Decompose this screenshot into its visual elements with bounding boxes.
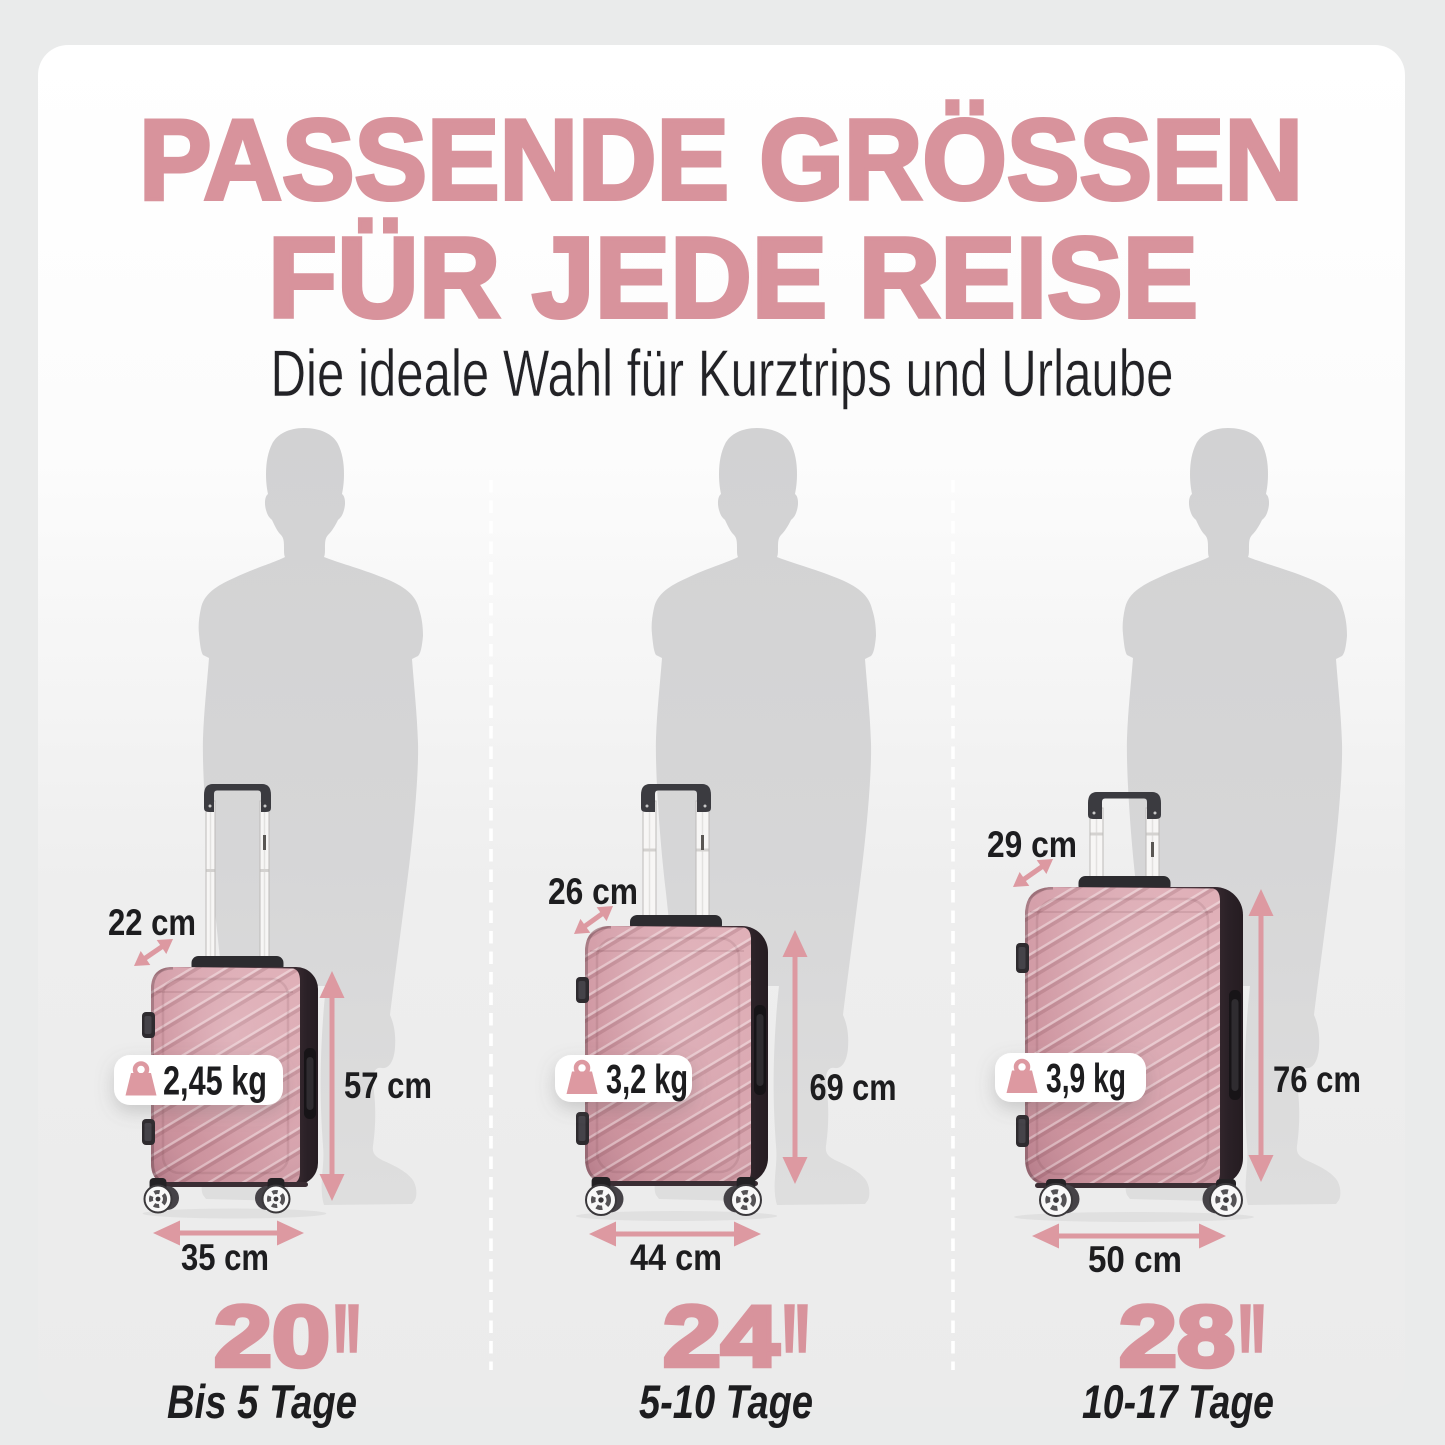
svg-text:Die ideale Wahl für Kurztrips: Die ideale Wahl für Kurztrips und Urlaub… (271, 336, 1174, 410)
svg-text:3,2 kg: 3,2 kg (606, 1056, 688, 1102)
svg-text:22 cm: 22 cm (108, 902, 196, 943)
svg-text:50 cm: 50 cm (1088, 1239, 1182, 1280)
svg-text:35 cm: 35 cm (181, 1237, 269, 1278)
svg-text:Bis 5 Tage: Bis 5 Tage (167, 1375, 357, 1428)
svg-text:10-17 Tage: 10-17 Tage (1082, 1375, 1274, 1428)
svg-text:69 cm: 69 cm (810, 1067, 897, 1108)
svg-text:28: 28 (1119, 1289, 1235, 1385)
svg-text:57 cm: 57 cm (344, 1065, 432, 1106)
svg-text:20: 20 (214, 1289, 330, 1385)
svg-text:3,9 kg: 3,9 kg (1046, 1055, 1126, 1101)
svg-text:PASSENDE GRÖSSEN: PASSENDE GRÖSSEN (139, 97, 1303, 224)
svg-text:29 cm: 29 cm (987, 824, 1077, 865)
svg-text:24: 24 (663, 1289, 779, 1385)
svg-text:26 cm: 26 cm (548, 871, 638, 912)
svg-text:FÜR JEDE REISE: FÜR JEDE REISE (268, 215, 1198, 342)
svg-text:2,45 kg: 2,45 kg (163, 1058, 267, 1104)
svg-text:76 cm: 76 cm (1273, 1059, 1361, 1100)
svg-text:5-10 Tage: 5-10 Tage (639, 1375, 813, 1428)
svg-text:44 cm: 44 cm (630, 1237, 722, 1278)
